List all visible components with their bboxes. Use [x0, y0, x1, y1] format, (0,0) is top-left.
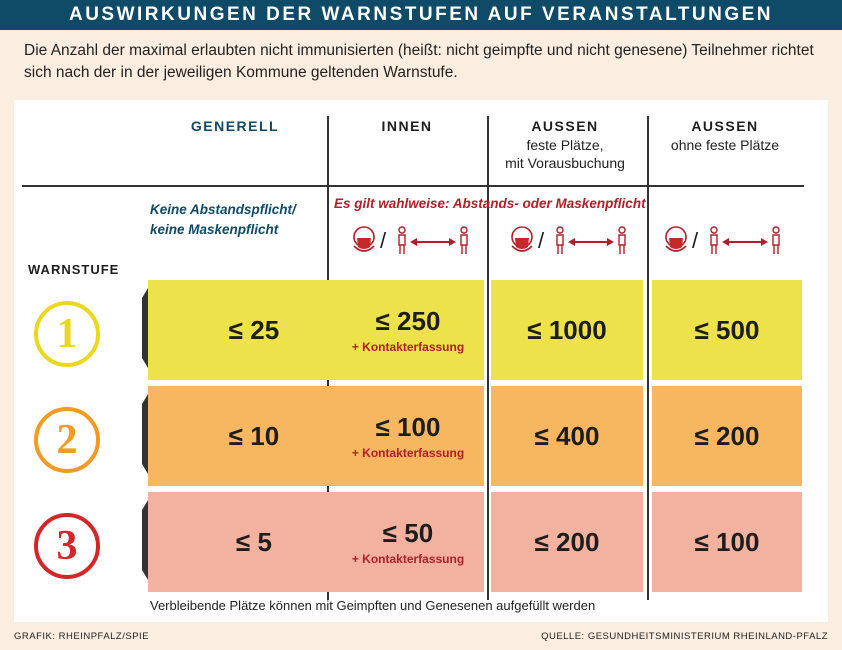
- intro-text: Die Anzahl der maximal erlaubten nicht i…: [24, 42, 814, 81]
- column-divider: [487, 116, 489, 600]
- footnote: Verbleibende Plätze können mit Geimpften…: [150, 598, 596, 613]
- contact-tracing-note: + Kontakterfassung: [351, 552, 465, 566]
- credit-right: QUELLE: GESUNDHEITSMINISTERIUM RHEINLAND…: [541, 631, 828, 642]
- warnstufe-label: WARNSTUFE: [28, 262, 120, 277]
- level-circle: 2: [34, 407, 100, 473]
- level-value: ≤ 200: [534, 526, 600, 557]
- note-generell-line2: keine Maskenpflicht: [150, 222, 279, 237]
- header-aussen-1-sub1: feste Plätze,: [526, 137, 604, 153]
- mask-distance-icon: /: [665, 226, 780, 254]
- level-cell-innen: ≤ 250 + Kontakterfassung: [332, 280, 484, 380]
- note-generell-line1: Keine Abstandspflicht/: [150, 202, 296, 217]
- svg-text:/: /: [538, 228, 545, 253]
- level-cell-aussen1: ≤ 1000: [491, 280, 643, 380]
- level-value: ≤ 5: [236, 526, 272, 557]
- contact-tracing-note: + Kontakterfassung: [351, 340, 465, 354]
- level-circle: 1: [34, 301, 100, 367]
- mask-distance-icon: /: [511, 226, 626, 254]
- level-cell-aussen1: ≤ 200: [491, 492, 643, 592]
- level-value: ≤ 25: [228, 314, 280, 345]
- level-value: ≤ 100: [694, 526, 760, 557]
- level-cell-generell: ≤ 5: [148, 492, 342, 592]
- level-cell-generell: ≤ 25: [148, 280, 342, 380]
- column-divider: [647, 116, 649, 600]
- level-value: ≤ 1000: [527, 314, 607, 345]
- svg-text:/: /: [692, 228, 699, 253]
- note-generell: Keine Abstandspflicht/ keine Maskenpflic…: [150, 200, 296, 240]
- header-aussen-2-sub: ohne feste Plätze: [670, 137, 780, 153]
- level-cell-aussen1: ≤ 400: [491, 386, 643, 486]
- level-cell-aussen2: ≤ 500: [652, 280, 802, 380]
- header-generell: GENERELL: [190, 118, 280, 134]
- header-aussen-1-sub: feste Plätze, mit Vorausbuchung: [490, 136, 640, 172]
- header-aussen-1: AUSSEN: [531, 118, 599, 134]
- mask-distance-icon: /: [353, 226, 468, 254]
- level-cell-innen: ≤ 100 + Kontakterfassung: [332, 386, 484, 486]
- credit-left: GRAFIK: RHEINPFALZ/SPIE: [14, 631, 150, 642]
- level-value: ≤ 250: [375, 306, 441, 336]
- header-aussen-2: AUSSEN: [691, 118, 759, 134]
- level-circle: 3: [34, 513, 100, 579]
- level-cell-innen: ≤ 50 + Kontakterfassung: [332, 492, 484, 592]
- level-value: ≤ 500: [694, 314, 760, 345]
- svg-text:/: /: [380, 228, 387, 253]
- header-divider: [22, 185, 804, 187]
- note-masks: Es gilt wahlweise: Abstands- oder Masken…: [334, 196, 646, 211]
- level-cell-aussen2: ≤ 200: [652, 386, 802, 486]
- level-value: ≤ 100: [375, 412, 441, 442]
- contact-tracing-note: + Kontakterfassung: [351, 446, 465, 460]
- page-title: AUSWIRKUNGEN DER WARNSTUFEN AUF VERANSTA…: [0, 0, 842, 30]
- header-aussen-1-sub2: mit Vorausbuchung: [505, 155, 625, 171]
- level-cell-generell: ≤ 10: [148, 386, 342, 486]
- header-innen: INNEN: [381, 118, 433, 134]
- level-value: ≤ 10: [228, 420, 280, 451]
- level-value: ≤ 400: [534, 420, 600, 451]
- level-value: ≤ 200: [694, 420, 760, 451]
- level-value: ≤ 50: [382, 518, 434, 548]
- level-cell-aussen2: ≤ 100: [652, 492, 802, 592]
